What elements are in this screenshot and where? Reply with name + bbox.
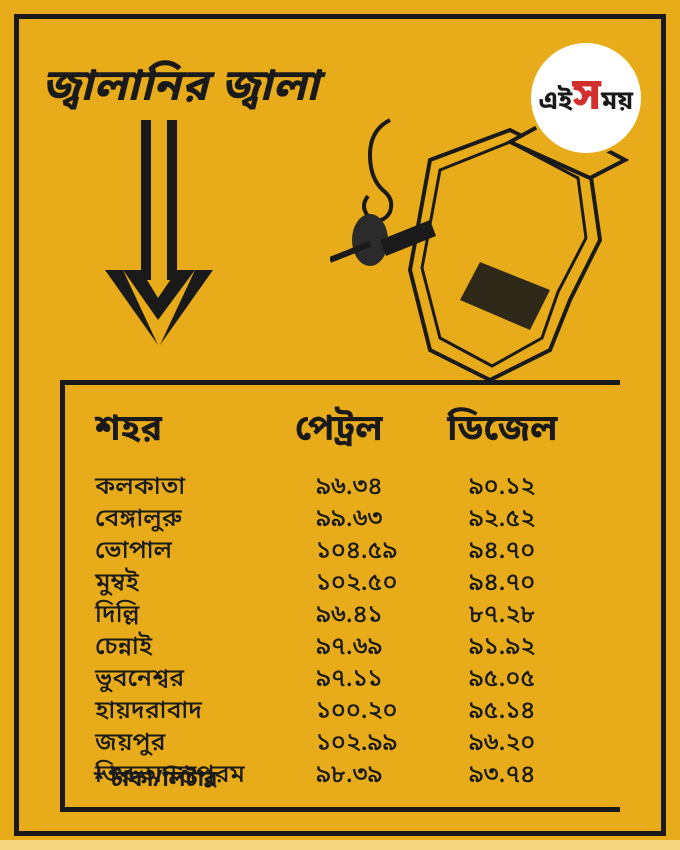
table-row: কলকাতা৯৬.৩৪৯০.১২ xyxy=(95,473,590,505)
table-row: চেন্নাই৯৭.৬৯৯১.৯২ xyxy=(95,633,590,665)
cell-petrol: ১০২.৫০ xyxy=(294,569,447,601)
cell-petrol: ৯৬.৩৪ xyxy=(294,473,447,505)
logo-text-2: স xyxy=(572,69,601,127)
table-row: দিল্লি৯৬.৪১৮৭.২৮ xyxy=(95,601,590,633)
bottom-stripe xyxy=(0,840,680,850)
col-header-city: শহর xyxy=(95,407,295,455)
table-row: জয়পুর১০২.৯৯৯৬.২০ xyxy=(95,729,590,761)
cell-city: হায়দরাবাদ xyxy=(95,697,294,729)
cell-diesel: ৯৪.৭০ xyxy=(447,537,590,569)
cell-petrol: ৯৯.৬৩ xyxy=(294,505,447,537)
cell-city: ভুবনেশ্বর xyxy=(95,665,294,697)
table-row: মুম্বই১০২.৫০৯৪.৭০ xyxy=(95,569,590,601)
cell-city: কলকাতা xyxy=(95,473,294,505)
footnote: * টাকা/লিটার xyxy=(93,766,217,795)
cell-diesel: ৯৫.১৪ xyxy=(447,697,590,729)
table-header-row: শহর পেট্রল ডিজেল xyxy=(95,407,590,455)
cell-petrol: ১০০.২০ xyxy=(294,697,447,729)
cell-city: বেঙ্গালুরু xyxy=(95,505,294,537)
down-arrow-icon xyxy=(105,120,215,350)
cell-petrol: ১০৪.৫৯ xyxy=(294,537,447,569)
cell-diesel: ৯০.১২ xyxy=(447,473,590,505)
page-title: জ্বালানির জ্বালা xyxy=(42,60,320,118)
col-header-diesel: ডিজেল xyxy=(447,407,590,455)
logo-text-3: ময় xyxy=(601,85,633,120)
cell-city: জয়পুর xyxy=(95,729,294,761)
cell-diesel: ৯৫.০৫ xyxy=(447,665,590,697)
cell-diesel: ৮৭.২৮ xyxy=(447,601,590,633)
table-row: ভুবনেশ্বর৯৭.১১৯৫.০৫ xyxy=(95,665,590,697)
cell-city: ভোপাল xyxy=(95,537,294,569)
cell-petrol: ৯৮.৩৯ xyxy=(294,761,447,793)
cell-city: চেন্নাই xyxy=(95,633,294,665)
cell-diesel: ৯২.৫২ xyxy=(447,505,590,537)
cell-diesel: ৯৬.২০ xyxy=(447,729,590,761)
table-body: কলকাতা৯৬.৩৪৯০.১২বেঙ্গালুরু৯৯.৬৩৯২.৫২ভোপা… xyxy=(95,473,590,793)
logo-text-1: এই xyxy=(539,85,573,120)
cell-diesel: ৯৪.৭০ xyxy=(447,569,590,601)
cell-diesel: ৯৩.৭৪ xyxy=(447,761,590,793)
cell-diesel: ৯১.৯২ xyxy=(447,633,590,665)
table-row: হায়দরাবাদ১০০.২০৯৫.১৪ xyxy=(95,697,590,729)
col-header-petrol: পেট্রল xyxy=(295,407,447,455)
table-row: বেঙ্গালুরু৯৯.৬৩৯২.৫২ xyxy=(95,505,590,537)
price-table: শহর পেট্রল ডিজেল কলকাতা৯৬.৩৪৯০.১২বেঙ্গাল… xyxy=(60,380,620,812)
cell-petrol: ৯৭.১১ xyxy=(294,665,447,697)
cell-petrol: ৯৬.৪১ xyxy=(294,601,447,633)
cell-petrol: ৯৭.৬৯ xyxy=(294,633,447,665)
cell-city: মুম্বই xyxy=(95,569,294,601)
cell-petrol: ১০২.৯৯ xyxy=(294,729,447,761)
table-row: ভোপাল১০৪.৫৯৯৪.৭০ xyxy=(95,537,590,569)
brand-logo: এইসময় xyxy=(528,40,644,156)
cell-city: দিল্লি xyxy=(95,601,294,633)
